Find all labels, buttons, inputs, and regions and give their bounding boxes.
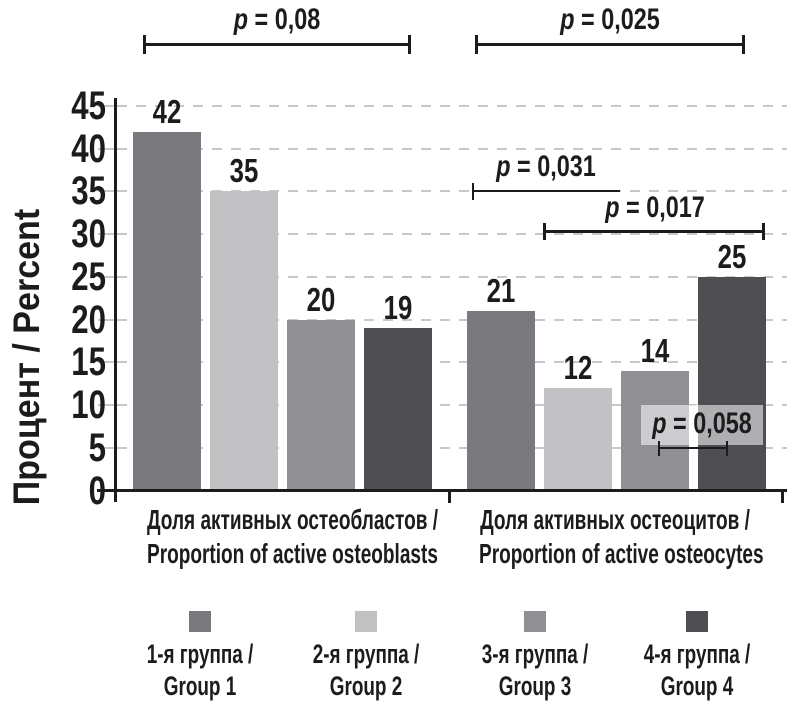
p-value-label: p = 0,017 xyxy=(605,191,705,224)
legend-label-ru: 3-я группа / xyxy=(481,639,589,669)
bar-value-label: 35 xyxy=(229,152,259,190)
y-tick-mark-20 xyxy=(98,318,117,321)
y-tick-mark-10 xyxy=(98,404,117,407)
bar-group3-cat1 xyxy=(287,319,355,491)
gridline-15 xyxy=(117,361,787,364)
y-tick-label-10: 10 xyxy=(71,383,106,428)
legend-label-en: Group 3 xyxy=(498,671,572,701)
p-value-label: p = 0,031 xyxy=(496,150,596,183)
category-label-osteocytes-en: Proportion of active osteocytes xyxy=(479,538,764,569)
bracket-left-tick xyxy=(658,440,660,456)
p-value-label: p = 0,025 xyxy=(560,3,660,36)
legend-label-en: Group 2 xyxy=(329,671,403,701)
gridline-35 xyxy=(117,190,787,193)
bracket-left-tick xyxy=(143,34,146,54)
p-value-label: p = 0,058 xyxy=(652,407,752,440)
bar-value-label: 20 xyxy=(306,280,336,318)
y-tick-mark-35 xyxy=(98,190,117,193)
bracket-right-tick xyxy=(726,440,728,456)
legend-swatch-group-3 xyxy=(524,611,546,632)
p-value-label-backdrop xyxy=(641,405,763,445)
bracket-right-tick xyxy=(408,34,411,54)
category-label-osteoblasts: Доля активных остеобластов / Proportion … xyxy=(147,503,439,571)
bracket-line-p = 0,025 xyxy=(475,42,745,46)
bar-group1-cat1 xyxy=(133,131,201,491)
bar-group2-cat1 xyxy=(210,191,278,491)
category-label-osteocytes-ru: Доля активных остеоцитов / xyxy=(480,504,750,535)
bar-group2-cat2 xyxy=(544,387,612,491)
y-tick-mark-5 xyxy=(98,446,117,449)
p-value-label: p = 0,08 xyxy=(233,3,321,36)
gridline-20 xyxy=(117,318,787,321)
bracket-right-tick xyxy=(762,222,765,240)
y-tick-mark-30 xyxy=(98,233,117,236)
y-tick-mark-45 xyxy=(98,105,117,107)
legend-swatch-group-4 xyxy=(686,611,708,632)
bar-group1-cat2 xyxy=(467,311,535,491)
legend-label-en: Group 4 xyxy=(660,671,734,701)
bracket-line-p = 0,058 xyxy=(658,447,728,449)
y-axis-title: Процент / Percent xyxy=(6,208,47,506)
bar-value-label: 14 xyxy=(640,331,670,369)
gridline-40 xyxy=(117,147,787,150)
legend-swatch-group-1 xyxy=(189,611,211,632)
gridline-25 xyxy=(117,275,787,278)
legend-label-ru: 1-я группа / xyxy=(146,639,254,669)
x-axis-right-tick xyxy=(781,489,784,503)
y-tick-label-5: 5 xyxy=(88,425,106,470)
bracket-left-tick xyxy=(472,182,474,200)
legend-label-group-1: 1-я группа / Group 1 xyxy=(123,638,277,702)
category-label-osteocytes: Доля активных остеоцитов / Proportion of… xyxy=(479,503,764,571)
bar-value-label: 25 xyxy=(717,237,747,275)
y-tick-label-35: 35 xyxy=(71,169,106,214)
gridline-30 xyxy=(117,233,787,236)
legend-label-ru: 4-я группа / xyxy=(643,639,751,669)
y-tick-label-25: 25 xyxy=(71,254,106,299)
bracket-line-p = 0,031 xyxy=(472,190,620,192)
legend-swatch-group-2 xyxy=(355,611,377,632)
gridline-45 xyxy=(117,105,787,107)
y-tick-mark-40 xyxy=(98,147,117,150)
bracket-left-tick xyxy=(475,34,478,54)
y-tick-label-15: 15 xyxy=(71,340,106,385)
y-tick-label-40: 40 xyxy=(71,126,106,171)
bar-group4-cat1 xyxy=(364,328,432,491)
bar-value-label: 12 xyxy=(563,348,593,386)
legend-label-group-4: 4-я группа / Group 4 xyxy=(620,638,774,702)
bar-value-label: 19 xyxy=(383,289,413,327)
bracket-right-tick xyxy=(742,34,745,54)
y-tick-mark-25 xyxy=(98,275,117,278)
legend-label-en: Group 1 xyxy=(163,671,237,701)
legend-label-ru: 2-я группа / xyxy=(312,639,420,669)
y-tick-label-30: 30 xyxy=(71,212,106,257)
bar-value-label: 21 xyxy=(486,272,516,310)
x-axis-mid-tick xyxy=(448,489,451,503)
bracket-line-p = 0,017 xyxy=(543,229,765,233)
legend-label-group-3: 3-я группа / Group 3 xyxy=(458,638,612,702)
y-tick-label-0: 0 xyxy=(88,468,106,513)
bracket-left-tick xyxy=(543,222,546,240)
bar-value-label: 42 xyxy=(152,92,182,130)
legend-label-group-2: 2-я группа / Group 2 xyxy=(289,638,443,702)
y-tick-label-45: 45 xyxy=(71,84,106,128)
gridline-5 xyxy=(117,446,787,449)
bracket-line-p = 0,08 xyxy=(143,42,411,46)
y-tick-mark-15 xyxy=(98,361,117,364)
x-axis-line xyxy=(97,489,787,492)
y-axis-line xyxy=(114,98,117,502)
bar-group4-cat2 xyxy=(698,276,766,491)
category-label-osteoblasts-en: Proportion of active osteoblasts xyxy=(147,538,438,569)
y-tick-label-20: 20 xyxy=(71,297,106,342)
category-label-osteoblasts-ru: Доля активных остеобластов / xyxy=(147,504,439,535)
gridline-10 xyxy=(117,404,787,407)
